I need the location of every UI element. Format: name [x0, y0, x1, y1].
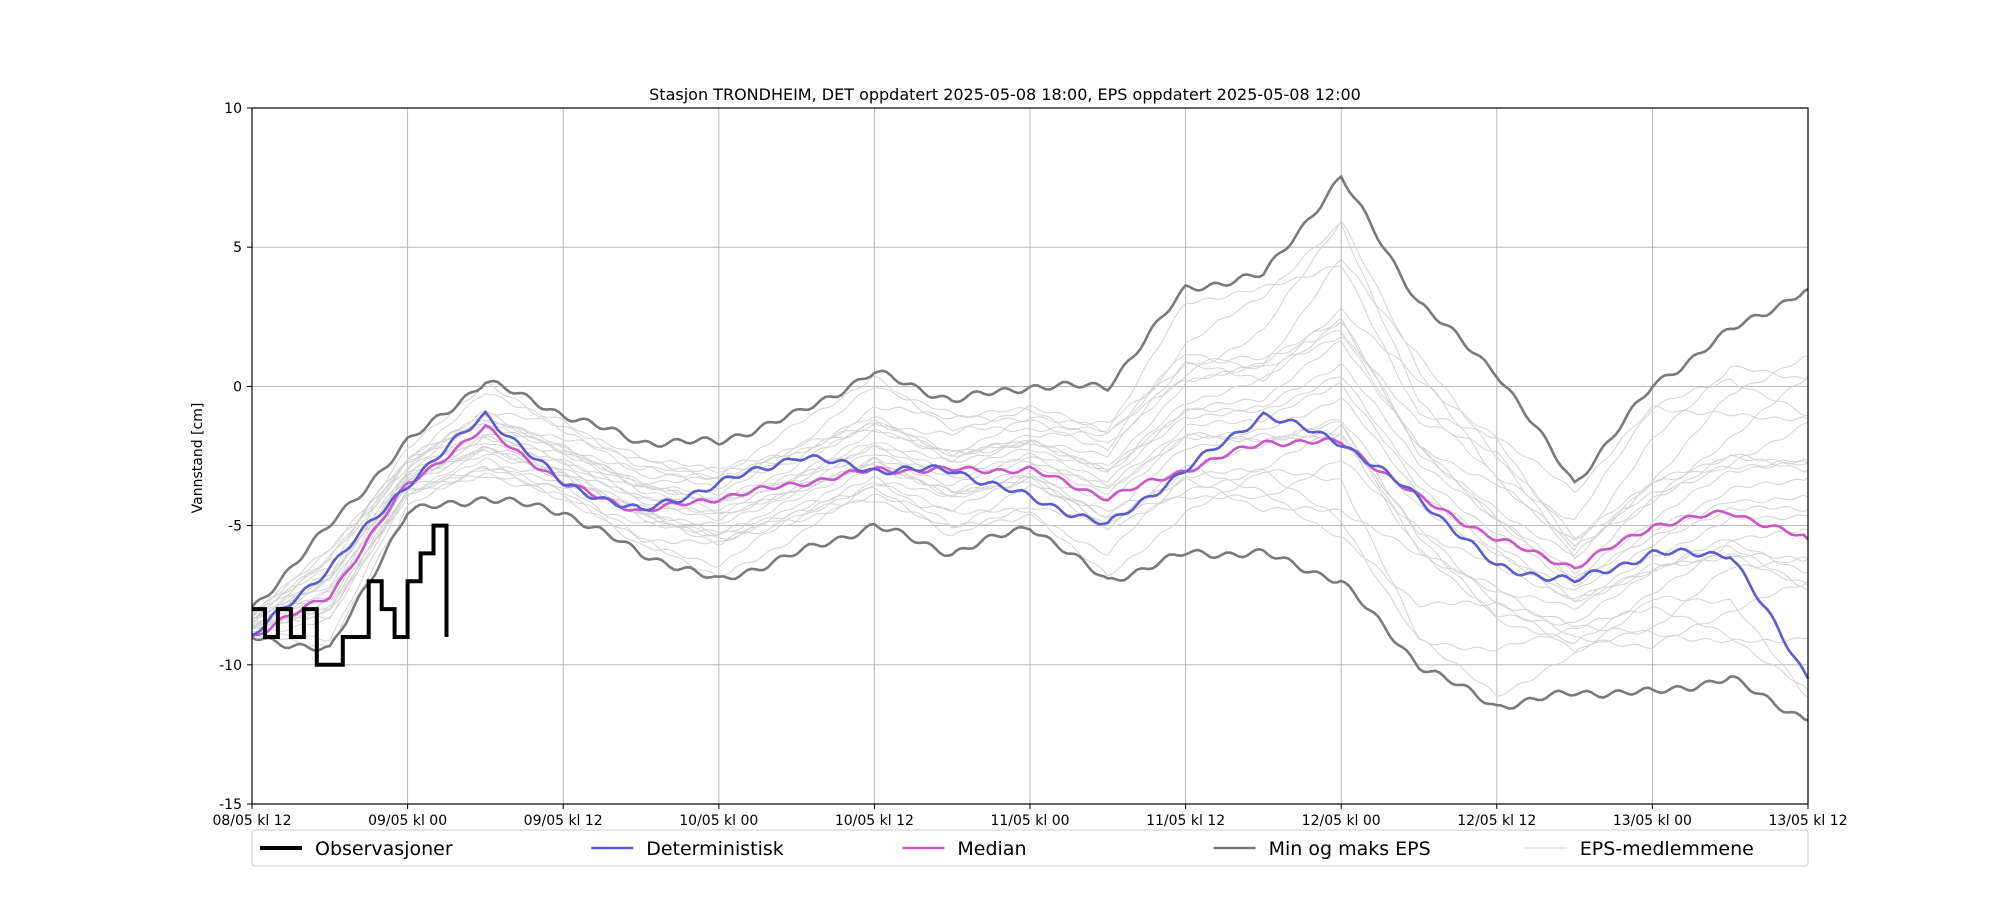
y-tick-label: -10 — [219, 658, 242, 674]
legend-frame — [251, 829, 1809, 867]
eps-member-line — [251, 433, 1809, 628]
legend-label: Observasjoner — [315, 838, 453, 860]
median-line — [251, 423, 1809, 638]
y-tick-label: 0 — [233, 379, 242, 395]
eps-members — [251, 219, 1809, 698]
y-tick-label: 10 — [224, 101, 242, 117]
eps-max-line — [250, 174, 1809, 609]
eps-member-line — [251, 307, 1809, 619]
series-lines — [250, 174, 1810, 722]
x-tick-label: 11/05 kl 00 — [990, 813, 1069, 829]
eps-member-line — [251, 419, 1809, 626]
x-tick-label: 11/05 kl 12 — [1146, 813, 1225, 829]
eps-min-line — [251, 496, 1809, 722]
x-tick-label: 10/05 kl 12 — [835, 813, 914, 829]
eps-member-line — [251, 375, 1809, 623]
eps-member-line — [251, 219, 1809, 613]
gridlines — [251, 107, 1809, 805]
eps-member-line — [251, 222, 1809, 617]
x-axis-ticks: 08/05 kl 12 09/05 kl 00 09/05 kl 12 10/05 k… — [212, 804, 1848, 829]
x-tick-label: 08/05 kl 12 — [212, 813, 291, 829]
legend: Observasjoner Deterministisk Median Min og … — [251, 829, 1809, 867]
eps-member-line — [251, 457, 1809, 692]
legend-label: Min og maks EPS — [1269, 838, 1431, 860]
y-axis-label: Vannstand [cm] — [190, 403, 206, 514]
x-tick-label: 09/05 kl 00 — [368, 813, 447, 829]
eps-member-line — [251, 432, 1809, 630]
eps-member-line — [251, 258, 1809, 613]
eps-member-line — [251, 421, 1809, 627]
x-tick-label: 09/05 kl 12 — [524, 813, 603, 829]
eps-member-line — [251, 468, 1809, 698]
x-tick-label: 13/05 kl 12 — [1768, 813, 1847, 829]
x-tick-label: 12/05 kl 00 — [1302, 813, 1381, 829]
observed-line — [252, 523, 449, 667]
y-tick-label: -15 — [219, 797, 242, 813]
x-tick-label: 10/05 kl 00 — [679, 813, 758, 829]
x-tick-label: 12/05 kl 12 — [1457, 813, 1536, 829]
deterministic-line — [251, 410, 1810, 680]
legend-label: Deterministisk — [646, 838, 784, 860]
y-axis-ticks: -15 -10 -5 0 5 10 — [219, 101, 252, 813]
y-tick-label: 5 — [233, 240, 242, 256]
eps-member-line — [251, 464, 1809, 644]
eps-member-line — [251, 335, 1809, 620]
legend-label: EPS-medlemmene — [1580, 838, 1754, 860]
y-tick-label: -5 — [228, 519, 242, 535]
eps-member-line — [251, 382, 1809, 624]
eps-member-line — [251, 330, 1809, 621]
chart-title: Stasjon TRONDHEIM, DET oppdatert 2025-05… — [649, 85, 1361, 104]
eps-member-line — [251, 459, 1809, 653]
eps-member-line — [251, 264, 1809, 617]
legend-label: Median — [957, 838, 1026, 860]
x-tick-label: 13/05 kl 00 — [1613, 813, 1692, 829]
